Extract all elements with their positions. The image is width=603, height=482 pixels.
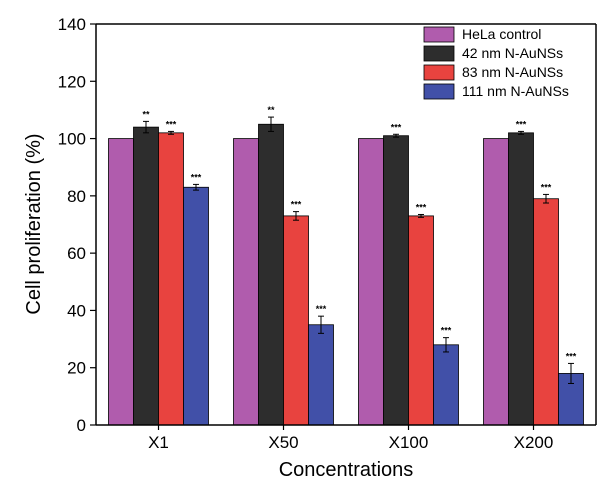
significance-label: ***: [566, 351, 577, 361]
y-tick-label: 120: [58, 72, 86, 91]
y-tick-label: 0: [77, 416, 86, 435]
bar-x100-series-1: [358, 138, 384, 426]
significance-label: ***: [316, 304, 327, 314]
significance-label: **: [267, 105, 275, 115]
significance-label: **: [142, 109, 150, 119]
x-tick-label: X50: [268, 433, 298, 452]
legend: HeLa control 42 nm N-AuNSs 83 nm N-AuNSs 11…: [423, 26, 569, 100]
y-tick-label: 40: [67, 301, 86, 320]
bar-x1-series-4: [183, 186, 209, 426]
legend-label: HeLa control: [462, 26, 541, 42]
legend-swatch: [423, 26, 455, 43]
bar-x200-series-1: [483, 138, 509, 426]
bar-x50-series-4: [308, 324, 334, 426]
bar-x50-series-3: [283, 215, 309, 426]
legend-label: 83 nm N-AuNSs: [462, 64, 563, 80]
legend-label: 42 nm N-AuNSs: [462, 45, 563, 61]
error-bars-layer: [143, 116, 574, 384]
bar-x1-series-1: [108, 138, 134, 426]
bar-x100-series-2: [383, 135, 409, 426]
significance-label: ***: [541, 182, 552, 192]
y-tick-label: 60: [67, 244, 86, 263]
significance-label: ***: [516, 119, 527, 129]
bar-x1-series-3: [158, 132, 184, 426]
bar-x50-series-1: [233, 138, 259, 426]
bar-x200-series-2: [508, 132, 534, 426]
bar-x50-series-2: [258, 123, 284, 426]
legend-label: 111 nm N-AuNSs: [462, 83, 569, 99]
significance-label: ***: [166, 119, 177, 129]
bar-x100-series-4: [433, 344, 459, 426]
y-tick-label: 100: [58, 130, 86, 149]
significance-label: ***: [416, 202, 427, 212]
x-axis-title: Concentrations: [279, 459, 414, 481]
y-axis-title: Cell proliferation (%): [23, 133, 45, 314]
y-tick-label: 140: [58, 15, 86, 34]
significance-label: ***: [391, 122, 402, 132]
significance-label: ***: [441, 326, 452, 336]
bar-x100-series-3: [408, 215, 434, 426]
y-tick-label: 80: [67, 187, 86, 206]
axes-layer: X1 X50 X100 X200 0 20 40 60 80 100 120 140: [58, 15, 597, 452]
legend-swatch: [423, 83, 455, 100]
significance-label: ***: [291, 200, 302, 210]
bar-x1-series-2: [133, 126, 159, 426]
bar-x200-series-3: [533, 198, 559, 426]
significance-label: ***: [191, 172, 202, 182]
legend-swatch: [423, 45, 455, 62]
legend-swatch: [423, 64, 455, 81]
bars-layer: [108, 123, 584, 426]
significance-layer: **********************************: [142, 105, 576, 361]
y-tick-label: 20: [67, 359, 86, 378]
x-tick-label: X200: [514, 433, 554, 452]
x-tick-label: X1: [148, 433, 169, 452]
x-tick-label: X100: [389, 433, 429, 452]
